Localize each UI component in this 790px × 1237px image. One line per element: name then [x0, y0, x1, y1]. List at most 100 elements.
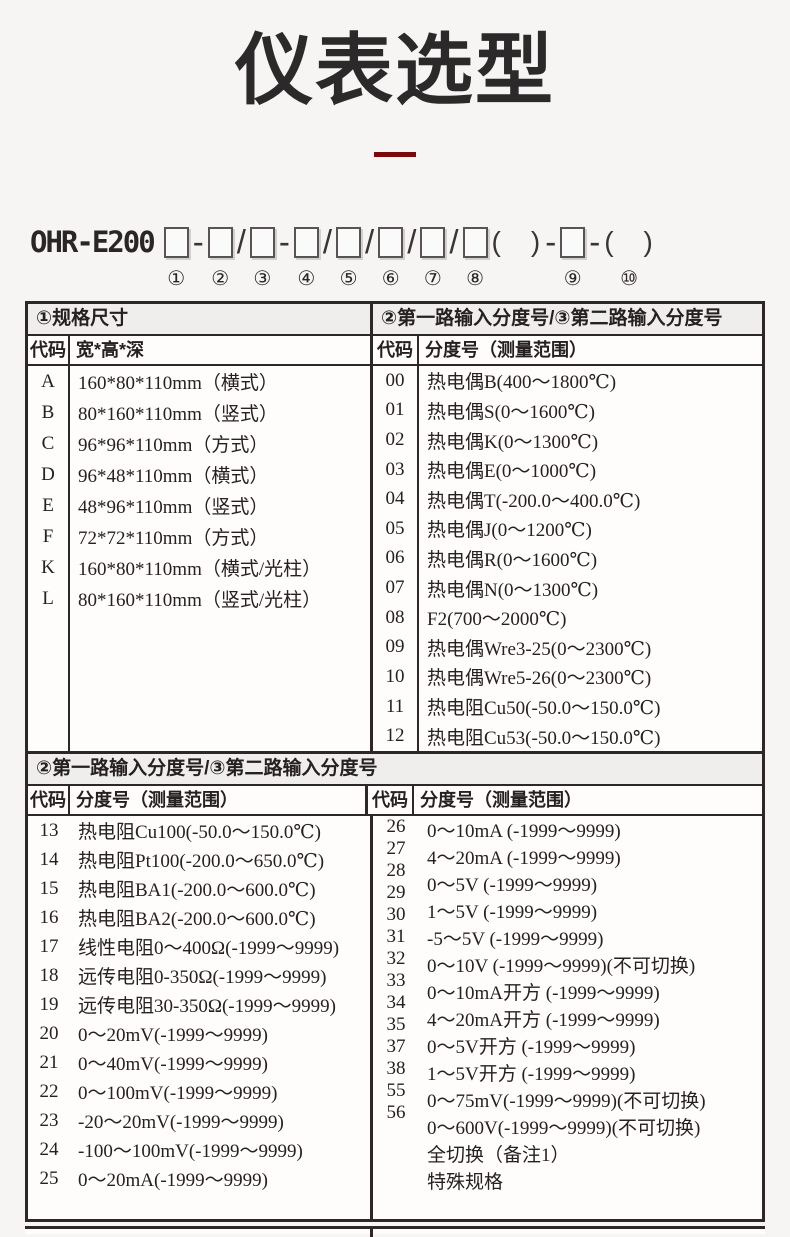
- page-title: 仪表选型: [234, 26, 555, 114]
- row-code: 05: [385, 517, 405, 539]
- row-desc: 0～10mA开方 (-1999～9999): [427, 983, 660, 1004]
- row-code: 14: [39, 848, 59, 870]
- code-box-icon: [462, 226, 488, 258]
- separator-glyph: /: [407, 223, 417, 260]
- separator-glyph: /: [322, 223, 333, 260]
- row-desc: 热电偶S(0～1600℃): [427, 401, 595, 423]
- model-code-box: ⑧: [462, 222, 488, 290]
- separator-glyph: -: [192, 223, 204, 260]
- row-desc: 160*80*110mm（横式）: [78, 373, 278, 394]
- input-range-codes-right: 26 27 28 29 30 31 32 33 34 35 37 38 55 56: [373, 816, 419, 1219]
- row-desc: 80*160*110mm（竖式/光柱）: [78, 590, 322, 611]
- position-number: ⑧: [466, 268, 485, 290]
- model-code-separator: /: [237, 222, 246, 290]
- spec-size-header: ①规格尺寸: [28, 304, 370, 336]
- row-desc: 远传电阻0-350Ω(-1999～9999): [78, 967, 327, 988]
- row-desc: F2(700～2000℃): [427, 609, 567, 631]
- model-code-row: OHR-E200 ① - ② / ③ - ④ / ⑤ / ⑥ / ⑦ / ⑧( ) - ⑨ -( ) ⑩: [30, 222, 656, 290]
- row-code: 10: [385, 665, 405, 687]
- code-box-icon: [207, 226, 233, 258]
- row-code: K: [41, 556, 55, 578]
- model-code-separator: /: [407, 222, 416, 290]
- row-desc: 热电偶B(400～1800℃): [427, 372, 617, 394]
- position-number: ⑦: [423, 268, 442, 290]
- row-code: L: [42, 587, 54, 609]
- position-number: ⑤: [339, 268, 358, 290]
- row-code: 29: [386, 882, 406, 903]
- model-code-separator: /: [365, 222, 374, 290]
- row-code: 17: [39, 935, 59, 957]
- row-code: 16: [39, 906, 59, 928]
- row-desc: 72*72*110mm（方式）: [78, 528, 269, 549]
- row-desc: -5～5V (-1999～9999): [427, 929, 604, 950]
- row-code: 15: [39, 877, 59, 899]
- code-box-icon: [378, 226, 404, 258]
- row-code: C: [41, 432, 55, 454]
- row-desc: 热电阻BA2(-200.0～600.0℃): [78, 909, 316, 930]
- row-desc: 0～75mV(-1999～9999)(不可切换): [427, 1091, 706, 1112]
- row-code: 22: [39, 1080, 59, 1102]
- col-header-code: 代码: [368, 786, 414, 814]
- input-range-right-half: 26 27 28 29 30 31 32 33 34 35 37 38 55 56 0～10mA (-19…: [373, 816, 762, 1219]
- spec-size-colheaders: 代码 宽*高*深: [28, 336, 370, 366]
- title-divider: [374, 151, 416, 157]
- row-code: 35: [386, 1014, 406, 1035]
- row-desc: 160*80*110mm（横式/光柱）: [78, 559, 322, 580]
- row-code: 04: [385, 488, 405, 510]
- separator-glyph: /: [365, 223, 375, 260]
- separator-glyph: -: [278, 223, 290, 260]
- row-code: D: [41, 463, 55, 485]
- row-desc: 48*96*110mm（竖式）: [78, 497, 269, 518]
- model-code-box: ⑦: [420, 222, 446, 290]
- input-range-body-2: 13 14 15 16 17 18 19 20 21 22 23 24 25 热电阻Cu100(-50.…: [28, 816, 762, 1219]
- separator-glyph: /: [236, 223, 246, 260]
- separator-glyph: /: [449, 223, 459, 260]
- model-code-separator: -: [545, 222, 556, 290]
- row-desc: 热电偶E(0～1000℃): [427, 461, 597, 483]
- model-code-box: ⑨: [560, 222, 586, 290]
- row-desc: 全切换（备注1）: [427, 1145, 570, 1166]
- row-desc: 热电偶Wre3-25(0～2300℃): [427, 638, 652, 660]
- row-code: 38: [386, 1058, 406, 1079]
- row-desc: 线性电阻0～400Ω(-1999～9999): [78, 938, 340, 959]
- row-desc: 0～5V开方 (-1999～9999): [427, 1037, 636, 1058]
- col-header-range: 分度号（测量范围）: [70, 786, 368, 814]
- next-table-divider: [370, 1229, 373, 1237]
- separator-glyph: -: [545, 223, 557, 260]
- input-range-descs-right: 0～10mA (-1999～9999) 4～20mA (-1999～9999) 0～…: [419, 816, 706, 1219]
- row-desc: 特殊规格: [427, 1172, 504, 1193]
- row-code: 34: [386, 992, 406, 1013]
- row-code: 55: [386, 1080, 406, 1101]
- row-desc: 热电阻Pt100(-200.0～650.0℃): [78, 851, 325, 872]
- code-box-icon: [163, 226, 189, 258]
- row-code: 02: [385, 429, 405, 451]
- model-code-box: ⑤: [336, 222, 362, 290]
- next-table-top-border: [25, 1226, 765, 1237]
- row-desc: 4～20mA (-1999～9999): [427, 848, 621, 869]
- row-desc: 热电偶J(0～1200℃): [427, 520, 592, 542]
- model-code-separator: /: [449, 222, 458, 290]
- input-range-header-2: ②第一路输入分度号/③第二路输入分度号: [28, 754, 762, 786]
- row-desc: 热电阻Cu50(-50.0～150.0℃): [427, 698, 661, 719]
- row-code: 26: [386, 816, 406, 837]
- row-desc: 热电阻BA1(-200.0～600.0℃): [78, 880, 316, 901]
- input-range-table-1: ②第一路输入分度号/③第二路输入分度号 代码 分度号（测量范围） 00 01 02 0…: [373, 304, 762, 751]
- code-box-icon: [293, 226, 319, 258]
- row-code: 28: [386, 860, 406, 881]
- row-code: 27: [386, 838, 406, 859]
- row-desc: 热电偶R(0～1600℃): [427, 549, 598, 571]
- input-range-colheaders-1: 代码 分度号（测量范围）: [373, 336, 762, 366]
- row-code: 06: [385, 547, 405, 569]
- row-code: 19: [39, 993, 59, 1015]
- model-code-separator: -: [279, 222, 290, 290]
- row-desc: 0～20mV(-1999～9999): [78, 1025, 268, 1046]
- row-desc: 80*160*110mm（竖式）: [78, 404, 278, 425]
- input-range-descs-1: 热电偶B(400～1800℃) 热电偶S(0～1600℃) 热电偶K(0～1300℃…: [419, 366, 762, 751]
- row-code: 24: [39, 1138, 59, 1160]
- row-desc: 96*96*110mm（方式）: [78, 435, 269, 456]
- position-number: ①: [167, 268, 186, 290]
